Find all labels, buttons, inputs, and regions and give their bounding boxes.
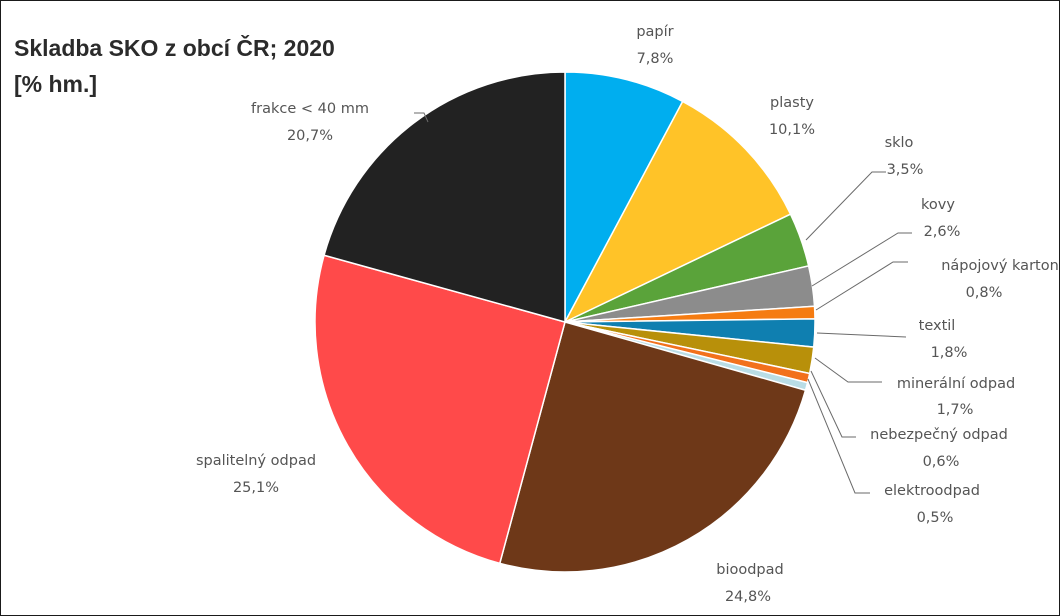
pie-slice-11 xyxy=(314,254,566,565)
slice-value-7: 1,7% xyxy=(937,402,974,418)
slice-label-12: frakce < 40 mm xyxy=(251,101,369,117)
leader-line-12 xyxy=(414,112,429,123)
slice-value-6: 1,8% xyxy=(931,345,968,361)
slice-label-5: nápojový karton xyxy=(941,258,1059,274)
leader-line-8 xyxy=(810,370,856,438)
slice-label-6: textil xyxy=(919,318,956,334)
slice-value-8: 0,6% xyxy=(923,454,960,470)
slice-label-11: spalitelný odpad xyxy=(196,453,316,469)
slice-label-9: elektroodpad xyxy=(884,483,980,499)
slice-value-5: 0,8% xyxy=(966,285,1003,301)
slice-label-10: bioodpad xyxy=(716,562,783,578)
chart-subtitle: [% hm.] xyxy=(14,71,98,97)
pie-slices xyxy=(314,71,816,573)
leader-line-6 xyxy=(816,332,907,338)
slice-labels: papír 7,8% plasty 10,1% sklo 3,5% kovy 2,6% nápo… xyxy=(196,24,1059,605)
leader-lines xyxy=(414,112,912,494)
slice-label-3: sklo xyxy=(885,135,914,151)
pie-slice-2 xyxy=(563,100,792,324)
leader-line-7 xyxy=(814,357,882,383)
leader-line-5 xyxy=(815,261,908,311)
chart-title-text: Skladba SKO z obcí ČR; 2020 xyxy=(14,35,335,61)
pie-slice-1 xyxy=(564,71,684,323)
pie-slice-10 xyxy=(498,321,807,573)
slice-label-1: papír xyxy=(636,24,673,40)
slice-value-11: 25,1% xyxy=(233,480,279,496)
slice-label-2: plasty xyxy=(770,95,814,111)
slice-value-12: 20,7% xyxy=(287,128,333,144)
slice-label-8: nebezpečný odpad xyxy=(870,427,1008,443)
leader-line-9 xyxy=(807,378,870,494)
chart-title: Skladba SKO z obcí ČR; 2020 [% hm.] xyxy=(14,30,335,102)
leader-line-3 xyxy=(805,171,886,241)
slice-label-4: kovy xyxy=(921,197,955,213)
slice-label-7: minerální odpad xyxy=(897,376,1015,392)
slice-value-4: 2,6% xyxy=(924,224,961,240)
leader-line-4 xyxy=(811,232,912,287)
pie-slice-12 xyxy=(323,71,566,323)
slice-value-2: 10,1% xyxy=(769,122,815,138)
slice-value-9: 0,5% xyxy=(917,510,954,526)
slice-value-1: 7,8% xyxy=(637,51,674,67)
slice-value-10: 24,8% xyxy=(725,589,771,605)
slice-value-3: 3,5% xyxy=(887,162,924,178)
